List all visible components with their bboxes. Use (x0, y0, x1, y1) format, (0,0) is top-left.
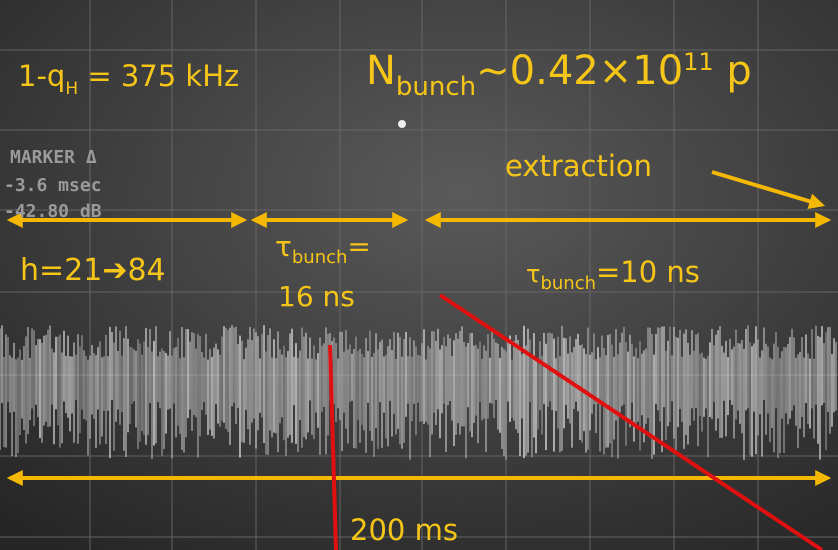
marker-text: MARKER Δ (10, 147, 97, 168)
harmonic-label: h=21➔84 (20, 253, 166, 288)
intensity-label: Nbunch~0.42×1011 p (366, 48, 752, 102)
subscript: bunch (540, 273, 596, 294)
signal-trace (0, 325, 837, 460)
marker-text: -3.6 msec (4, 175, 102, 196)
text: = (347, 230, 370, 263)
extraction-label: extraction (505, 149, 652, 183)
marker-text: -42.80 dB (4, 201, 102, 222)
bunch-length-label: τbunch= (275, 230, 371, 268)
text: τ (275, 230, 292, 263)
pointer-arrow (711, 170, 826, 209)
text: ~0.42×10 (476, 48, 683, 94)
bunch-length-value: 16 ns (278, 280, 355, 313)
text: =10 ns (596, 255, 700, 289)
subscript: H (65, 79, 78, 99)
trace-dot (398, 120, 406, 128)
text: 1-q (18, 59, 65, 93)
red-line (328, 344, 338, 550)
tune-label: 1-qH = 375 kHz (18, 59, 239, 99)
duration-label: 200 ms (350, 513, 458, 547)
superscript: 11 (683, 48, 714, 76)
subscript: bunch (396, 72, 476, 102)
text: p (714, 48, 752, 94)
red-line (438, 293, 824, 550)
subscript: bunch (292, 247, 348, 268)
text: = 375 kHz (78, 59, 239, 93)
text: N (366, 48, 396, 94)
bunch-length-label: τbunch=10 ns (526, 255, 700, 294)
text: τ (526, 260, 540, 288)
